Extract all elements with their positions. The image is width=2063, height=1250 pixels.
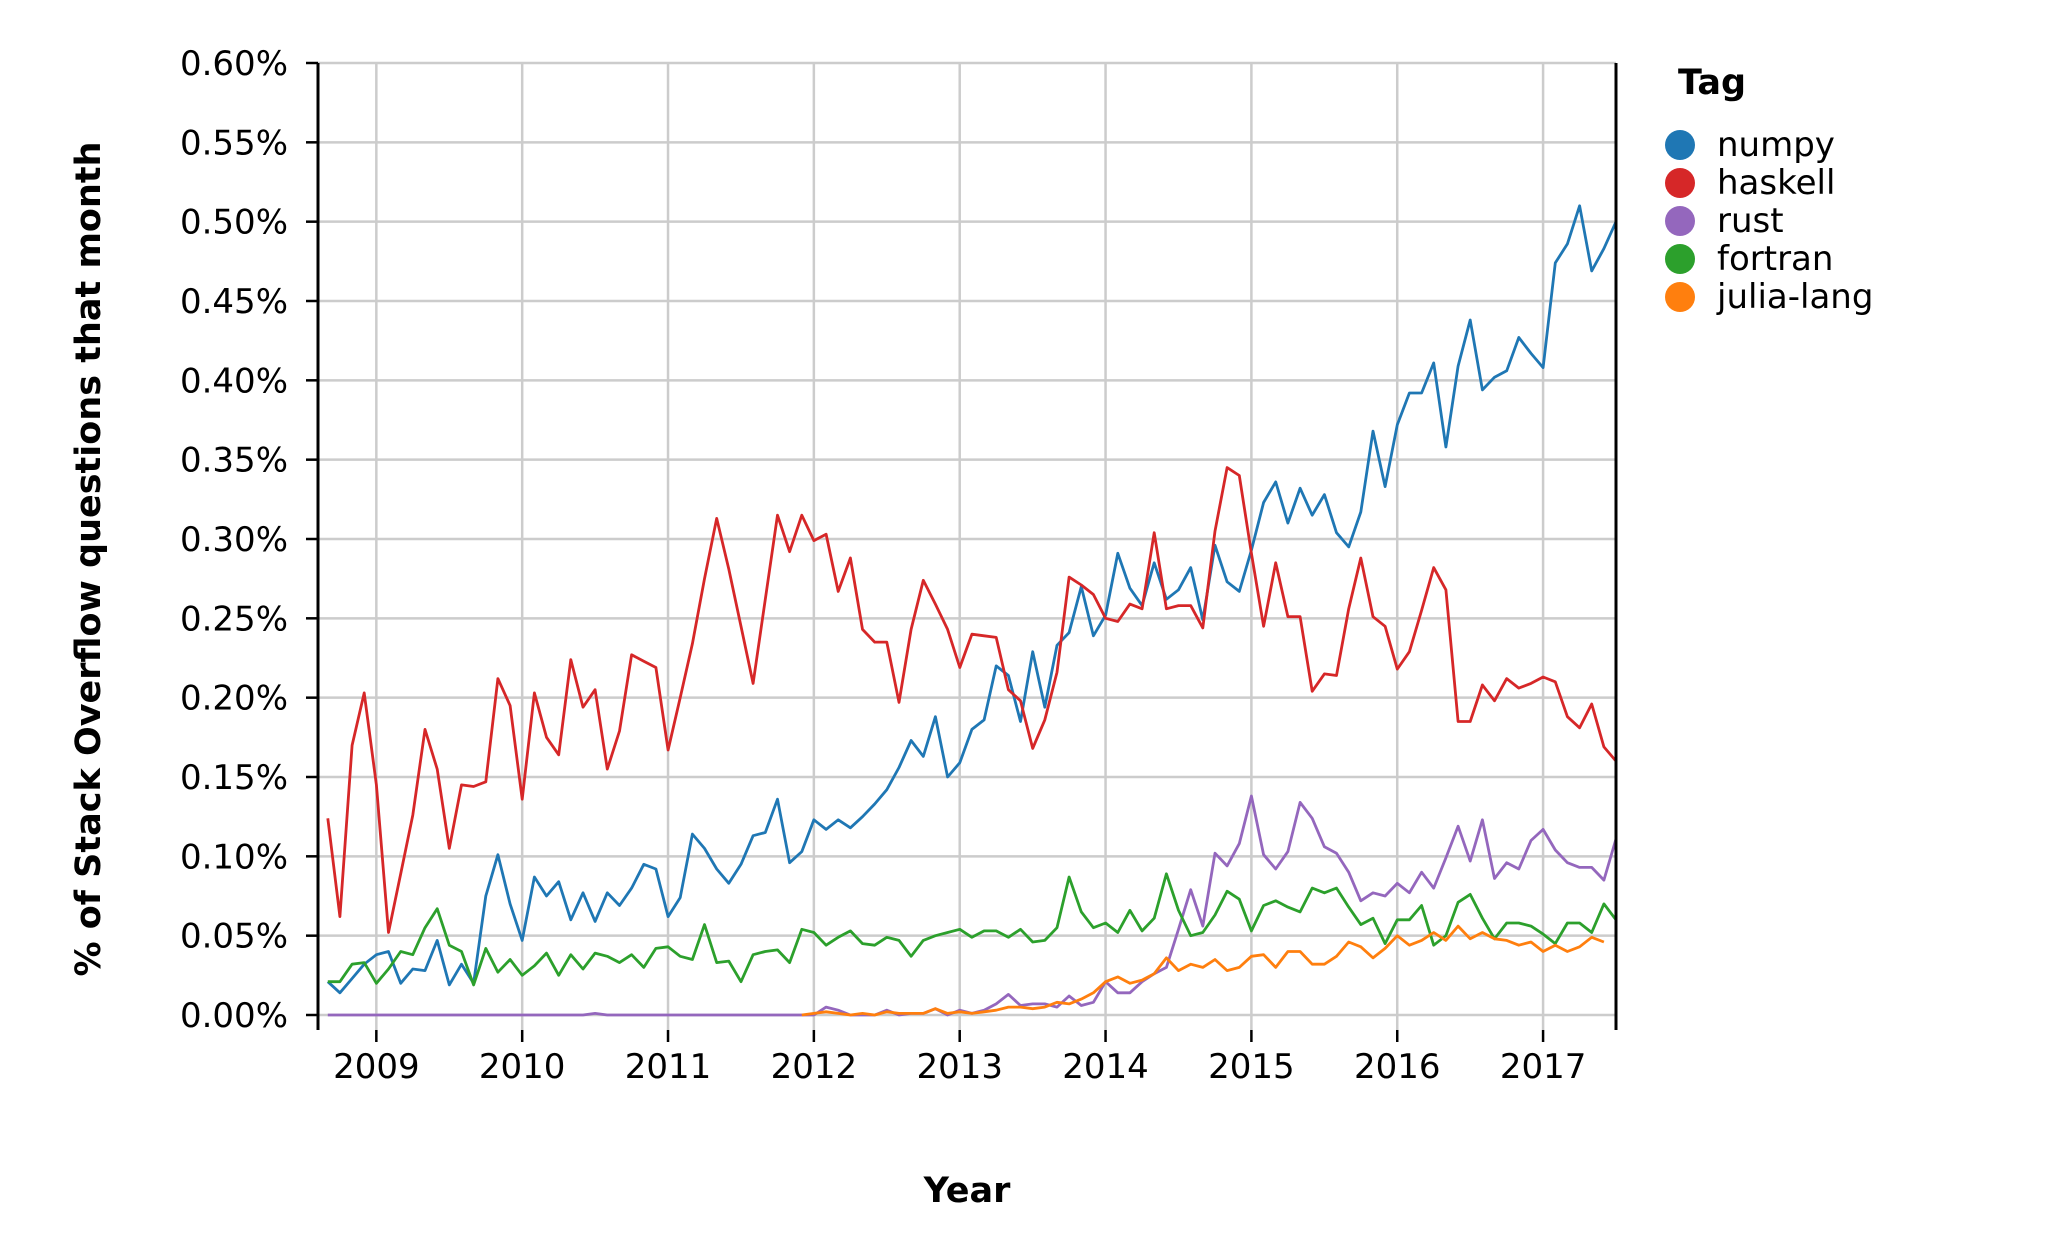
legend-label-numpy: numpy [1717,125,1835,165]
legend-title: Tag [1678,63,1746,103]
x-tick-label: 2016 [1354,1047,1441,1087]
y-tick-label: 0.45% [180,282,288,322]
x-tick-label: 2014 [1062,1047,1149,1087]
x-tick-label: 2013 [916,1047,1003,1087]
x-tick-label: 2015 [1208,1047,1295,1087]
legend-swatch-numpy [1665,130,1695,160]
y-axis-ticks: 0.00% 0.05% 0.10% 0.15% 0.20% 0.25% 0.30% 0.35%… [180,44,318,1036]
x-tick-label: 2009 [333,1047,420,1087]
y-tick-label: 0.50% [180,203,288,243]
y-tick-label: 0.40% [180,361,288,401]
legend-label-rust: rust [1717,201,1784,241]
legend-label-fortran: fortran [1717,239,1833,279]
y-tick-label: 0.20% [180,679,288,719]
legend-label-julia-lang: julia-lang [1716,277,1873,317]
legend-swatch-julia-lang [1665,282,1695,312]
y-tick-label: 0.30% [180,520,288,560]
legend-swatch-fortran [1665,244,1695,274]
y-tick-label: 0.05% [180,917,288,957]
y-tick-label: 0.10% [180,837,288,877]
x-tick-label: 2010 [479,1047,566,1087]
grid [318,63,1616,1030]
y-tick-label: 0.35% [180,441,288,481]
x-axis-ticks: 2009 2010 2011 2012 2013 2014 2015 2016 2017 [333,1030,1586,1087]
legend-label-haskell: haskell [1717,163,1835,203]
y-tick-label: 0.55% [180,123,288,163]
y-tick-label: 0.15% [180,758,288,798]
legend-swatch-rust [1665,206,1695,236]
x-tick-label: 2012 [771,1047,858,1087]
y-tick-label: 0.25% [180,599,288,639]
legend-swatch-haskell [1665,168,1695,198]
series-line-julia-lang [802,926,1604,1015]
x-tick-label: 2017 [1500,1047,1587,1087]
y-tick-label: 0.00% [180,996,288,1036]
y-tick-label: 0.60% [180,44,288,84]
axes [318,63,1616,1030]
y-axis-title: % of Stack Overflow questions that month [69,141,109,976]
x-axis-title: Year [923,1171,1011,1211]
x-tick-label: 2011 [625,1047,712,1087]
